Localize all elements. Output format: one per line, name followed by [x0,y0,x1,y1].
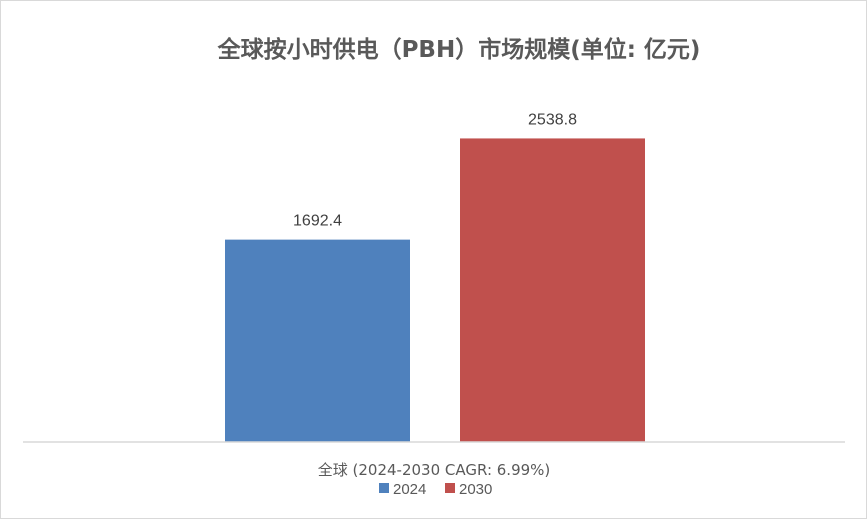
bar-2024 [225,239,410,442]
legend-label-2024: 2024 [393,481,426,498]
data-label-2024: 1692.4 [293,213,342,230]
legend: 2024 2030 [379,481,492,498]
bar-group: 1692.4 2538.8 [225,111,645,443]
legend-label-2030: 2030 [459,481,492,498]
data-label-2030: 2538.8 [528,111,577,128]
bar-2030 [460,138,645,443]
chart-title: 全球按小时供电（PBH）市场规模(单位: 亿元) [217,36,701,63]
legend-swatch-2030 [445,483,455,493]
category-label: 全球 (2024-2030 CAGR: 6.99%) [318,461,551,479]
legend-swatch-2024 [379,483,389,493]
